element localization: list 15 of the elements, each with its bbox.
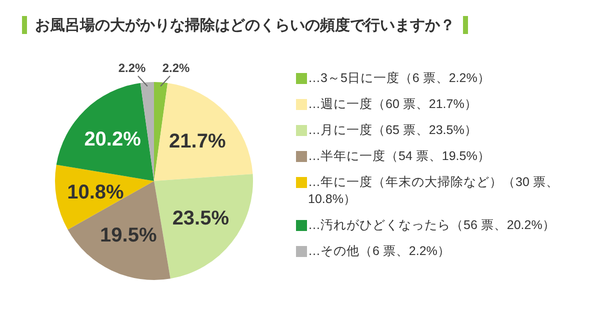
chart-title: お風呂場の大がかりな掃除はどのくらいの頻度で行いますか？: [35, 16, 455, 34]
legend-label: …週に一度（60 票、21.7%）: [308, 96, 478, 113]
data-label: 10.8%: [67, 181, 124, 204]
legend-label: …年に一度（年末の大掃除など）（30 票、10.8%）: [308, 174, 560, 208]
data-label: 2.2%: [162, 61, 190, 75]
legend-label: …3～5日に一度（6 票、2.2%）: [308, 70, 490, 87]
legend-label: …半年に一度（54 票、19.5%）: [308, 148, 490, 165]
data-label: 20.2%: [84, 128, 142, 150]
legend-label: …月に一度（65 票、23.5%）: [308, 122, 478, 139]
data-label: 2.2%: [118, 61, 146, 75]
data-label: 23.5%: [172, 208, 230, 230]
legend-label: …その他（6 票、2.2%）: [308, 243, 450, 260]
data-label: 19.5%: [100, 224, 157, 247]
legend-label: …汚れがひどくなったら（56 票、20.2%）: [308, 217, 556, 234]
data-label: 21.7%: [169, 130, 226, 152]
